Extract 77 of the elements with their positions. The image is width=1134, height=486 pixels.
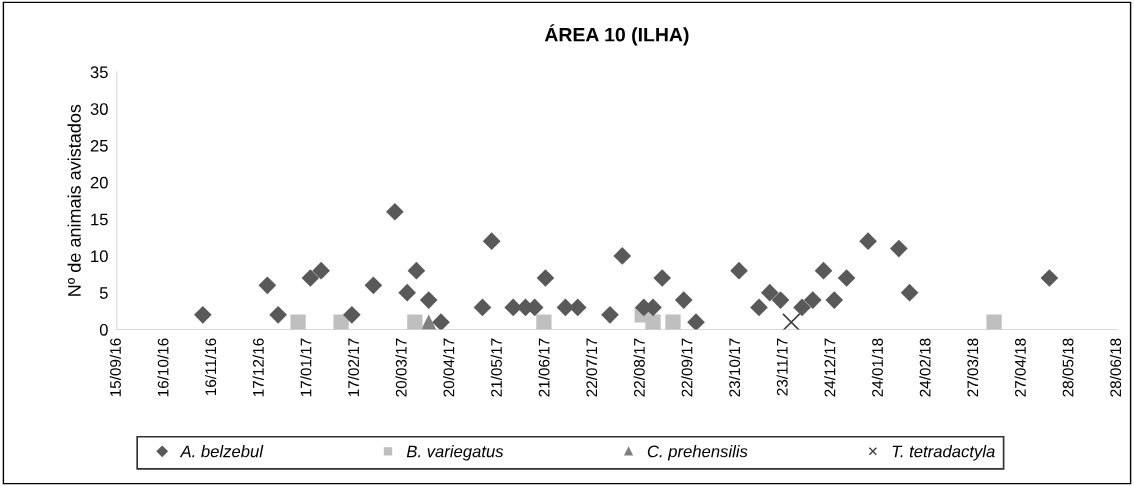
x-tick-label: 15/09/16 — [109, 338, 121, 397]
point — [687, 313, 705, 330]
y-tick-label: 5 — [99, 287, 108, 299]
point — [407, 314, 423, 330]
point — [194, 305, 212, 324]
x-tick-label: 20/04/17 — [443, 338, 455, 397]
x-tick-label: 21/06/17 — [538, 338, 550, 397]
legend-label: T. tetradactyla — [892, 445, 995, 461]
point — [432, 313, 450, 330]
point — [290, 314, 306, 330]
point — [793, 298, 811, 317]
y-tick-label: 20 — [90, 176, 108, 189]
point — [782, 312, 801, 330]
legend-label: B. variegatus — [406, 445, 504, 461]
point — [258, 276, 277, 295]
point — [269, 305, 287, 324]
y-tick-label: 15 — [91, 213, 108, 226]
x-tick-label: 17/02/17 — [347, 338, 360, 397]
point — [312, 261, 330, 280]
x-tick-label: 22/07/17 — [585, 338, 598, 397]
point — [407, 261, 426, 280]
point — [771, 291, 790, 309]
x-tick-label: 28/06/18 — [1109, 338, 1122, 397]
x-tick-label: 22/08/17 — [633, 338, 645, 397]
point — [803, 291, 822, 309]
point — [889, 239, 908, 258]
x-tick-label: 23/10/17 — [728, 338, 741, 397]
x-tick-label: 21/05/17 — [490, 338, 502, 397]
point — [301, 269, 320, 287]
x-tick-label: 27/03/18 — [966, 338, 979, 397]
point — [645, 314, 661, 330]
point — [364, 276, 383, 295]
point — [343, 305, 361, 324]
point — [814, 261, 833, 280]
point — [859, 232, 877, 251]
x-tick-label: 16/10/16 — [157, 338, 169, 397]
x-tick-label: 24/02/18 — [919, 338, 931, 397]
point — [473, 298, 492, 317]
point — [536, 269, 555, 287]
legend-label: A. belzebul — [179, 445, 264, 458]
y-tick-label: 30 — [90, 103, 108, 115]
y-tick-label: 35 — [90, 66, 108, 79]
x-tick-label: 24/12/17 — [824, 338, 836, 397]
x-tick-label: 24/01/18 — [871, 338, 883, 397]
chart-title: ÁREA 10 (ILHA) — [544, 24, 689, 46]
x-tick-label: 22/09/17 — [681, 338, 693, 397]
point — [613, 247, 632, 265]
point — [1040, 269, 1059, 287]
point — [536, 314, 552, 330]
point — [986, 314, 1002, 330]
point — [674, 291, 693, 309]
x-tick-label: 17/12/16 — [252, 338, 264, 397]
legend-label: C. prehensilis — [647, 445, 748, 461]
point — [750, 298, 768, 317]
x-tick-label: 20/03/17 — [395, 338, 407, 397]
y-tick-label: 10 — [91, 250, 108, 263]
x-tick-label: 27/04/18 — [1014, 338, 1026, 397]
point — [419, 291, 438, 309]
point — [730, 261, 748, 280]
y-tick-label: 25 — [90, 139, 108, 152]
point — [653, 269, 672, 287]
point — [665, 314, 681, 330]
point — [398, 283, 417, 302]
x-tick-label: 28/05/18 — [1062, 338, 1074, 397]
x-tick-label: 16/11/16 — [204, 338, 217, 396]
x-tick-label: 17/01/17 — [300, 338, 312, 397]
point — [825, 291, 844, 309]
point — [482, 232, 501, 251]
point — [601, 305, 619, 324]
point — [386, 202, 404, 221]
point — [760, 283, 779, 302]
y-tick-label: 0 — [99, 323, 108, 336]
y-axis-title: Nº de animais avistados — [67, 104, 81, 296]
point — [837, 269, 856, 287]
point — [333, 314, 349, 330]
x-tick-label: 23/11/17 — [776, 338, 788, 396]
point — [900, 283, 919, 302]
